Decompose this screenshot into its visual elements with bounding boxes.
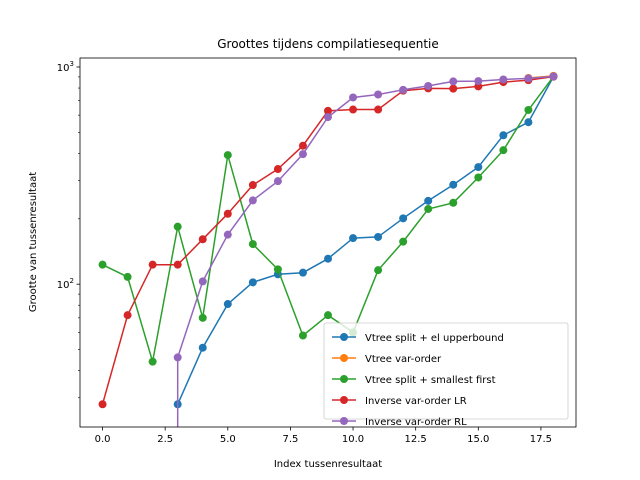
data-point	[524, 74, 533, 83]
x-tick-label: 2.5	[157, 434, 173, 445]
data-point	[298, 141, 307, 150]
x-tick-label: 0.0	[95, 434, 111, 445]
data-point	[424, 81, 433, 90]
data-point	[298, 268, 307, 277]
data-point	[449, 84, 458, 93]
data-point	[223, 209, 232, 218]
legend-box	[323, 322, 569, 420]
data-point	[298, 331, 307, 340]
data-point	[499, 131, 508, 140]
data-point	[399, 214, 408, 223]
data-point	[198, 313, 207, 322]
y-tick-label: 102	[57, 277, 74, 291]
legend-label: Inverse var-order LR	[365, 396, 467, 407]
data-point	[374, 266, 383, 275]
data-point	[273, 265, 282, 274]
x-tick-label: 5.0	[220, 434, 236, 445]
x-tick-label: 7.5	[282, 434, 298, 445]
data-point	[399, 237, 408, 246]
data-point	[324, 106, 332, 115]
data-point	[198, 277, 207, 286]
data-point	[349, 93, 358, 102]
chart-title: Groottes tijdens compilatiesequentie	[217, 37, 439, 51]
data-point	[324, 254, 332, 263]
data-point	[499, 146, 508, 155]
data-point	[198, 235, 207, 244]
data-point	[173, 222, 182, 231]
legend-marker	[340, 354, 348, 362]
data-point	[449, 180, 458, 189]
x-tick-label: 12.5	[405, 434, 427, 445]
data-point	[399, 85, 408, 94]
data-point	[449, 77, 458, 86]
data-point	[123, 272, 132, 281]
data-point	[424, 196, 433, 205]
x-axis-label: Index tussenresultaat	[274, 459, 382, 470]
data-point	[223, 230, 232, 239]
data-point	[524, 118, 533, 127]
data-point	[349, 105, 358, 114]
x-tick-label: 15.0	[467, 434, 489, 445]
data-point	[349, 234, 358, 243]
data-point	[374, 105, 383, 114]
data-point	[98, 260, 107, 269]
data-point	[248, 196, 257, 205]
data-point	[474, 163, 483, 172]
data-point	[474, 173, 483, 182]
legend-marker	[340, 375, 348, 383]
data-point	[449, 198, 458, 207]
series-group	[98, 71, 558, 427]
data-point	[148, 357, 157, 366]
data-point	[248, 181, 257, 190]
legend-marker	[340, 417, 348, 425]
data-point	[324, 113, 332, 122]
data-point	[248, 240, 257, 249]
legend-label: Vtree split + smallest first	[365, 375, 496, 386]
legend-label: Vtree split + el upperbound	[365, 333, 504, 344]
data-point	[374, 232, 383, 241]
data-point	[248, 278, 257, 287]
data-point	[273, 165, 282, 174]
data-point	[474, 77, 483, 86]
data-point	[123, 311, 132, 320]
legend-label: Vtree var-order	[365, 354, 442, 365]
data-point	[374, 90, 383, 99]
x-tick-label: 17.5	[530, 434, 552, 445]
legend: Vtree split + el upperbound Vtree var-ord…	[323, 322, 569, 428]
data-point	[98, 400, 107, 409]
y-tick-label: 103	[57, 60, 74, 74]
legend-marker	[340, 333, 348, 341]
axes: 0.0 2.5 5.0 7.5 10.0 12.5 15.0 17.5 102 103	[57, 60, 552, 445]
series-line	[176, 75, 554, 358]
y-axis-label: Grootte van tussenresultaat	[28, 172, 39, 312]
data-point	[324, 311, 332, 320]
data-point	[499, 75, 508, 84]
plot-frame	[79, 57, 577, 428]
data-point	[148, 260, 157, 269]
data-point	[223, 300, 232, 309]
data-point	[524, 105, 533, 114]
plot-area	[98, 71, 558, 427]
legend-label: Inverse var-order RL	[365, 417, 467, 428]
data-point	[298, 150, 307, 159]
x-tick-label: 10.0	[342, 434, 364, 445]
data-point	[549, 72, 558, 81]
data-point	[198, 343, 207, 352]
legend-marker	[340, 396, 348, 404]
series-line	[177, 76, 555, 405]
data-point	[273, 177, 282, 186]
data-point	[223, 151, 232, 160]
data-point	[173, 260, 182, 269]
data-point	[424, 204, 433, 213]
